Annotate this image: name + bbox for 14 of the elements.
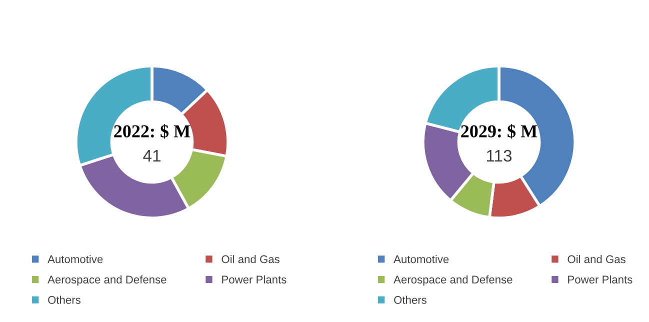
text: 41	[143, 150, 160, 162]
text: 113	[486, 150, 512, 162]
legend-label: Aerospace and Defense	[48, 275, 166, 286]
legend-label: Oil and Gas	[222, 255, 280, 264]
legend-label: Automotive	[48, 255, 103, 264]
legend-label: Others	[394, 296, 426, 304]
legend-label: Others	[48, 296, 80, 304]
legend-label: Aerospace and Defense	[394, 275, 512, 286]
text: 2022: $ M	[114, 124, 190, 139]
legend-label: Power Plants	[222, 275, 286, 284]
legend-label: Oil and Gas	[568, 255, 626, 264]
legend-label: Power Plants	[568, 275, 632, 284]
text: 2029: $ M	[461, 124, 538, 139]
legend-label: Automotive	[394, 255, 449, 264]
